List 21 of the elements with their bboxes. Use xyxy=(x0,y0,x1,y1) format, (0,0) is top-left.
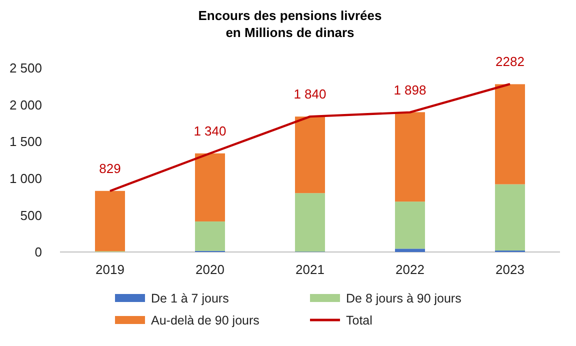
x-tick-label: 2019 xyxy=(96,262,124,277)
x-tick-label: 2022 xyxy=(396,262,424,277)
y-tick-label: 1 000 xyxy=(9,170,42,186)
x-tick-label: 2020 xyxy=(196,262,224,277)
y-tick-label: 0 xyxy=(34,244,42,260)
data-label: 829 xyxy=(99,160,121,176)
x-tick-label: 2023 xyxy=(496,262,524,277)
chart-title: Encours des pensions livrées en Millions de dinars xyxy=(198,8,382,40)
y-tick-label: 500 xyxy=(20,208,42,223)
y-tick-label: 2 500 xyxy=(9,60,42,76)
legend-label: De 1 à 7 jours xyxy=(151,291,229,306)
y-tick-label: 1 500 xyxy=(9,134,42,150)
legend-label: Au-delà de 90 jours xyxy=(151,313,260,328)
data-label: 1 898 xyxy=(394,82,426,98)
y-tick-label: 2 000 xyxy=(9,97,42,112)
legend-label: De 8 jours à 90 jours xyxy=(346,291,462,306)
data-label: 1 340 xyxy=(194,123,226,138)
x-tick-label: 2021 xyxy=(296,262,324,277)
data-label: 1 840 xyxy=(294,86,326,102)
legend-label: Total xyxy=(346,313,372,328)
data-label: 2282 xyxy=(496,54,524,70)
